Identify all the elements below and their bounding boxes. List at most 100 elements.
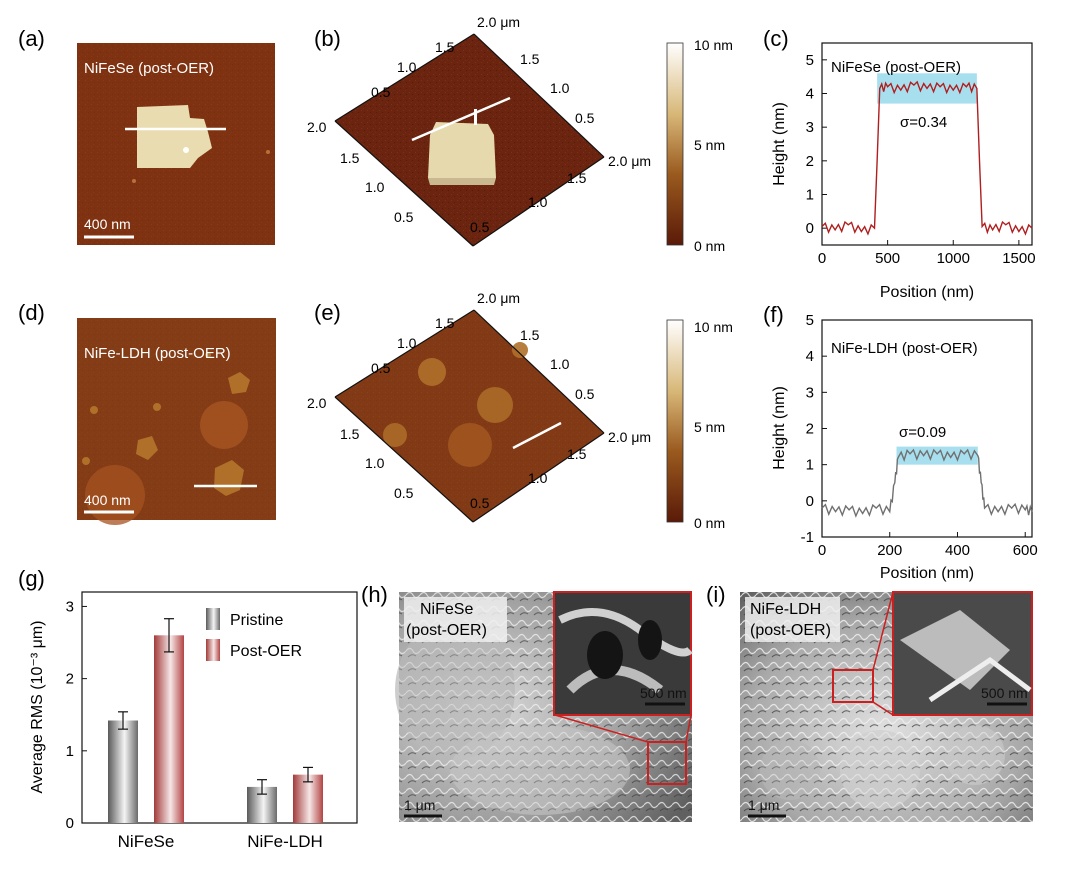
- axis-b-bottom-1: 0.5: [470, 219, 490, 235]
- panel-label-b: (b): [314, 26, 341, 51]
- y-tick-label: 2: [806, 153, 814, 170]
- plot-title-f: NiFe-LDH (post-OER): [831, 340, 978, 357]
- profile-series: [821, 448, 1033, 518]
- xlabel-c: Position (nm): [880, 284, 974, 301]
- inset-scalebar-label-i: 500 nm: [981, 685, 1028, 701]
- afm-title-d: NiFe-LDH (post-OER): [84, 345, 231, 362]
- panel-b: (b) 0.5 1.0 1.5 2.0 μm 2.0 1.5 1.0 0.5 0…: [307, 14, 651, 247]
- category-label: NiFe-LDH: [247, 832, 323, 851]
- axis-b-top-1: 0.5: [371, 84, 391, 100]
- panel-c: (c) 0 500 1000 1500 0 1 2 3 4 5 NiFeSe (post-OER)…: [763, 26, 1036, 301]
- sigma-c: σ=0.34: [900, 114, 947, 131]
- axis-e-bottom-3: 1.5: [567, 446, 587, 462]
- inset-scalebar-label-h: 500 nm: [640, 685, 687, 701]
- y-tick-label: 1: [806, 457, 814, 474]
- flake: [137, 105, 212, 168]
- bar-post-oer: [154, 635, 184, 823]
- panel-label-a: (a): [18, 26, 45, 51]
- y-tick-label: 2: [806, 421, 814, 438]
- panel-label-i: (i): [706, 582, 726, 607]
- colorbar-bottom-min: 0 nm: [694, 515, 725, 531]
- y-tick-label: 4: [806, 86, 814, 103]
- panel-d: (d) NiFe-LDH (post-OER) 400 nm: [18, 300, 276, 525]
- colorbar-top: 10 nm 5 nm 0 nm: [666, 37, 733, 254]
- axis-b-bottom-2: 1.0: [528, 194, 548, 210]
- x-tick-label: 0: [818, 250, 826, 267]
- y-tick-label: -1: [801, 529, 814, 546]
- axis-e-top-end: 2.0 μm: [477, 290, 520, 306]
- axis-b-right-end: 2.0 μm: [608, 153, 651, 169]
- axis-b-left-4: 0.5: [394, 209, 414, 225]
- legend-swatch: [206, 639, 220, 661]
- y-tick-label: 3: [66, 598, 74, 615]
- panel-label-h: (h): [361, 582, 388, 607]
- axis-e-top-3: 1.5: [435, 315, 455, 331]
- bar-pristine: [108, 720, 138, 823]
- afm-title-a: NiFeSe (post-OER): [84, 60, 214, 77]
- axis-e-right-end: 2.0 μm: [608, 429, 651, 445]
- flake-3d: [428, 122, 496, 178]
- sem-title-h-2: (post-OER): [406, 622, 487, 639]
- ylabel-c: Height (nm): [771, 102, 788, 186]
- y-tick-label: 4: [806, 348, 814, 365]
- axis-e-right-3: 0.5: [575, 386, 595, 402]
- colorbar-bottom: 10 nm 5 nm 0 nm: [666, 319, 733, 531]
- y-tick-label: 5: [806, 52, 814, 69]
- colorbar-bottom-mid: 5 nm: [694, 419, 725, 435]
- axis-e-top-2: 1.0: [397, 335, 417, 351]
- x-tick-label: 600: [1013, 542, 1038, 559]
- axis-e-top-1: 0.5: [371, 360, 391, 376]
- legend-label: Pristine: [230, 612, 283, 629]
- y-tick-label: 1: [66, 743, 74, 760]
- y-tick-label: 0: [806, 220, 814, 237]
- axis-e-left-1: 2.0: [307, 395, 327, 411]
- legend-label: Post-OER: [230, 643, 302, 660]
- axis-b-top-2: 1.0: [397, 59, 417, 75]
- x-tick-label: 500: [875, 250, 900, 267]
- y-tick-label: 1: [806, 187, 814, 204]
- axis-e-left-3: 1.0: [365, 455, 385, 471]
- axis-b-right-3: 0.5: [575, 110, 595, 126]
- x-tick-label: 1000: [937, 250, 970, 267]
- x-tick-label: 1500: [1002, 250, 1035, 267]
- plot-title-c: NiFeSe (post-OER): [831, 59, 961, 76]
- panel-e: (e) 0.5 1.0 1.5 2.0 μm 2.0 1.5 1.0 0.5 0…: [307, 290, 651, 523]
- profile-series: [821, 80, 1033, 236]
- scalebar-label-a: 400 nm: [84, 216, 131, 232]
- y-tick-label: 5: [806, 312, 814, 329]
- axis-b-left-2: 1.5: [340, 150, 360, 166]
- panel-label-e: (e): [314, 300, 341, 325]
- axis-e-left-2: 1.5: [340, 426, 360, 442]
- y-tick-label: 0: [806, 493, 814, 510]
- colorbar-bottom-max: 10 nm: [694, 319, 733, 335]
- scalebar-label-h: 1 μm: [404, 797, 435, 813]
- x-tick-label: 0: [818, 542, 826, 559]
- panel-label-f: (f): [763, 302, 784, 327]
- x-tick-label: 400: [945, 542, 970, 559]
- axis-b-top-end: 2.0 μm: [477, 14, 520, 30]
- sigma-f: σ=0.09: [899, 424, 946, 441]
- panel-g: (g) 0 1 2 3 NiFeSe NiFe-LDH Pristine Post-OER A…: [18, 566, 358, 851]
- axis-e-bottom-2: 1.0: [528, 470, 548, 486]
- bar-chart-g: 0 1 2 3 NiFeSe NiFe-LDH Pristine Post-OER: [66, 598, 323, 851]
- panel-label-g: (g): [18, 566, 45, 591]
- axis-e-right-2: 1.0: [550, 356, 570, 372]
- axis-b-top-3: 1.5: [435, 39, 455, 55]
- axis-b-right-1: 1.5: [520, 51, 540, 67]
- sem-title-i-1: NiFe-LDH: [750, 601, 821, 618]
- ylabel-g: Average RMS (10⁻³ μm): [29, 621, 46, 794]
- panel-a: (a) NiFeSe (post-OER) 400 nm: [18, 26, 275, 245]
- colorbar-top-mid: 5 nm: [694, 137, 725, 153]
- axis-b-left-3: 1.0: [365, 179, 385, 195]
- bar-post-oer: [293, 774, 323, 823]
- scalebar-label-d: 400 nm: [84, 492, 131, 508]
- colorbar-top-min: 0 nm: [694, 238, 725, 254]
- legend-swatch: [206, 608, 220, 630]
- xlabel-f: Position (nm): [880, 565, 974, 582]
- panel-label-d: (d): [18, 300, 45, 325]
- sigma-highlight: [896, 446, 978, 465]
- axis-e-bottom-1: 0.5: [470, 495, 490, 511]
